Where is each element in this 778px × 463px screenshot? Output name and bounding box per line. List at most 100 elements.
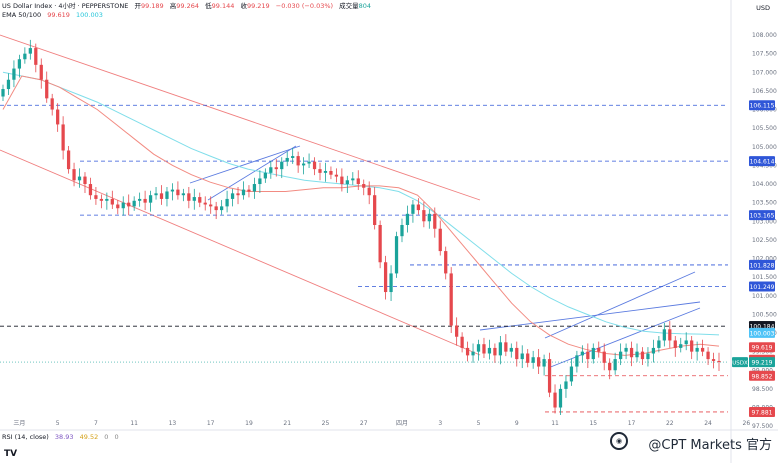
candle-body [537,357,541,367]
currency-label[interactable]: USD [756,4,770,12]
candle-body [465,347,470,356]
candle-body [225,198,229,207]
price-level-tag [749,210,775,221]
candle-body [515,347,519,360]
candle-body [438,228,442,252]
channel-blue-line [544,271,696,339]
x-tick-label: 15 [589,420,597,427]
candle-body [241,189,246,196]
candle-body [170,189,175,192]
symbol-title[interactable]: US Dollar Index · 4小时 · PEPPERSTONE [2,2,129,10]
price-tag-text: 99.219 [752,360,773,367]
channel-red-line [0,34,481,201]
y-tick-label: 101.000 [752,293,777,300]
candle-body [679,344,683,348]
x-tick-label: 5 [56,420,60,427]
candle-body [405,213,410,225]
y-tick-label: 106.500 [752,88,777,95]
candle-body [520,353,524,360]
candle-body [72,169,76,181]
candle-body [613,359,617,371]
candle-body [433,213,437,229]
price-level-tag [749,156,775,167]
candle-body [50,98,54,110]
candle-body [110,198,114,205]
candle-body [214,206,218,211]
candle-body [373,195,377,225]
candle-body [39,64,43,80]
candle-body [56,109,60,125]
y-tick-label: 100.500 [752,311,777,318]
ema50-line [2,75,720,356]
candle-body [591,347,595,360]
x-tick-label: 四月 [396,420,408,427]
candle-body [209,204,213,207]
candle-body [61,124,65,151]
candle-body [198,197,202,203]
price-level-tag [749,370,775,381]
price-level-tag-text: 103.165 [750,213,775,220]
rsi-label: RSI (14, close) [2,433,49,441]
candle-body [280,161,284,170]
y-tick-label: 101.500 [752,274,777,281]
y-tick-label: 98.500 [752,386,773,393]
candle-body [263,172,267,179]
channel-blue-line [207,145,297,201]
symbol-tag-text: USDX [732,361,748,367]
candle-body [400,225,404,237]
candle-body [482,344,486,354]
candle-body [312,161,317,170]
candle-body [695,347,699,352]
ema100-line [2,71,720,336]
channel-blue-line [547,307,701,369]
candle-body [389,273,393,293]
candle-body [6,79,11,90]
candle-body [274,167,278,170]
candle-body [444,251,448,274]
y-tick-label: 102.500 [752,237,777,244]
high-value: 99.264 [176,2,200,10]
candle-body [504,342,508,352]
rsi-value-1: 38.93 [54,433,74,441]
y-tick-label: 104.000 [752,181,777,188]
candle-body [77,176,82,181]
y-tick-label: 103.500 [752,200,777,207]
candle-body [662,329,666,341]
candle-body [564,381,568,389]
channel-blue-line [189,145,301,184]
candle-body [597,347,601,352]
candle-body [700,347,705,352]
price-level-tag-text: 104.614 [750,159,775,166]
candle-body [526,353,530,363]
rsi-value-4: 0 [114,433,119,441]
price-level-tag [749,406,775,417]
tradingview-logo[interactable]: TV [4,449,18,459]
y-tick-label: 107.500 [752,51,777,58]
candle-body [176,189,180,196]
ema-legend[interactable]: EMA 50/100 99.619 100.003 [2,11,103,20]
candle-body [531,357,535,363]
candle-body [580,351,584,356]
change-value: −0.030 (−0.03%) [275,2,334,10]
y-tick-label: 105.000 [752,144,777,151]
candle-body [269,167,273,173]
y-tick-label: 102.000 [752,256,777,263]
x-tick-label: 5 [477,420,481,427]
candle-body [383,262,388,293]
candle-body [219,206,224,211]
candle-body [717,360,721,363]
camera-icon: ◉ [610,432,628,450]
volume-label: 成交量 [339,2,359,10]
candle-body [553,392,557,408]
candle-body [181,193,185,196]
candle-body [318,169,322,173]
price-tag-text: 99.619 [752,345,773,352]
candle-body [602,351,606,363]
candle-body [252,184,257,192]
candle-body [66,150,71,170]
candle-body [323,170,328,173]
candle-body [12,68,16,80]
ema50-value: 99.619 [47,11,70,19]
rsi-legend[interactable]: RSI (14, close) 38.93 49.52 0 0 [2,433,119,442]
